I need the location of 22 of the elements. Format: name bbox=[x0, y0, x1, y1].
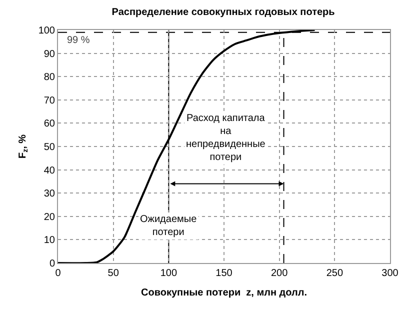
y-tick-label: 20 bbox=[44, 212, 56, 223]
y-tick-label: 100 bbox=[38, 26, 56, 36]
ref-line-label: Ожидаемые потери bbox=[140, 214, 198, 238]
ref-line-label: 99 % bbox=[67, 35, 90, 46]
y-tick-label: 80 bbox=[44, 72, 56, 84]
x-axis-title: Совокупные потери z, млн долл. bbox=[141, 288, 308, 298]
y-tick-label: 60 bbox=[44, 118, 56, 130]
x-tick-label: 50 bbox=[108, 268, 120, 279]
y-tick-label: 40 bbox=[44, 165, 56, 176]
y-tick-label: 50 bbox=[44, 142, 56, 153]
y-tick-label: 10 bbox=[44, 235, 56, 246]
x-tick-label: 200 bbox=[270, 268, 288, 279]
x-tick-label: 250 bbox=[326, 268, 344, 279]
x-tick-label: 150 bbox=[216, 268, 233, 279]
x-tick-label: 300 bbox=[382, 268, 399, 279]
y-tick-label: 70 bbox=[44, 95, 56, 106]
y-tick-label: 90 bbox=[44, 48, 56, 60]
x-tick-label: 100 bbox=[160, 268, 178, 279]
y-tick-label: 30 bbox=[44, 188, 56, 200]
annotation: Расход капитала на непредвиденные потери bbox=[186, 113, 266, 163]
y-tick-label: 0 bbox=[49, 258, 56, 270]
chart-title: Распределение совокупных годовых потерь bbox=[112, 6, 335, 18]
